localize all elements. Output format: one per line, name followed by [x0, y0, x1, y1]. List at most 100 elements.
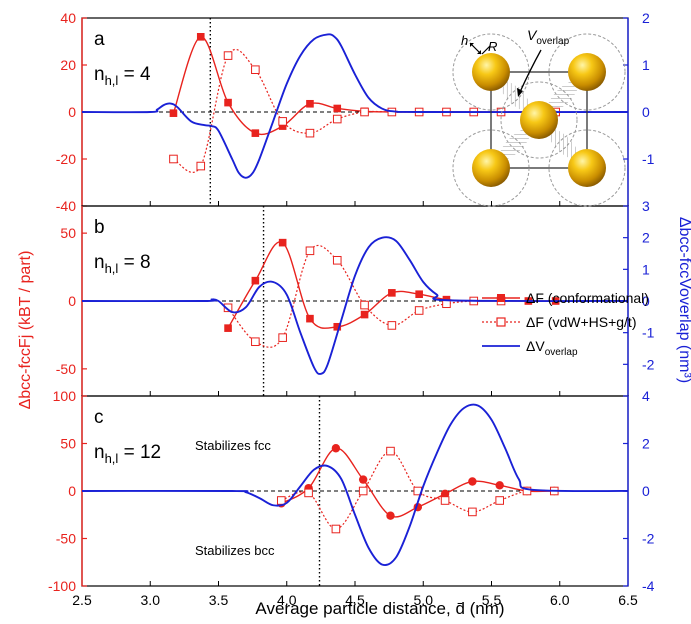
data-point — [169, 109, 178, 117]
data-point — [386, 511, 395, 520]
data-point — [306, 314, 314, 323]
right-y-axis-label: Δbcc-fccVoverlap (nm³) — [676, 217, 691, 383]
data-point-open — [468, 507, 477, 517]
data-point-open — [196, 161, 206, 171]
data-point — [333, 322, 342, 331]
left-y-tick-label: -50 — [56, 531, 76, 547]
data-point — [224, 98, 232, 107]
x-tick-label: 3.5 — [209, 592, 229, 608]
x-tick-label: 6.0 — [550, 592, 570, 608]
right-y-tick-label: 2 — [642, 436, 650, 452]
right-y-tick-label: -1 — [642, 151, 655, 167]
data-point — [495, 481, 504, 490]
right-y-tick-label: 0 — [642, 104, 650, 120]
data-point-open — [440, 496, 450, 505]
data-point — [331, 444, 341, 453]
right-y-tick-label: 1 — [642, 261, 650, 277]
shell-circle — [548, 33, 626, 111]
data-point — [278, 122, 287, 130]
gold-sphere — [472, 53, 510, 91]
panel-nhl-label: nh,l = 8 — [94, 252, 151, 276]
data-point-open — [360, 300, 369, 310]
right-y-tick-label: 3 — [642, 198, 650, 214]
x-tick-label: 4.5 — [345, 592, 365, 608]
legend-label-overlap: ΔVoverlap — [526, 338, 578, 358]
overlap-lens — [499, 80, 531, 112]
data-point — [306, 99, 314, 108]
x-tick-label: 3.0 — [141, 592, 161, 608]
data-point-open — [522, 486, 532, 496]
x-tick-labels: 2.5 3.0 3.5 4.0 4.5 5.0 5.5 6.0 6.5 — [72, 592, 638, 608]
data-point-open — [358, 486, 368, 496]
data-point-open — [276, 496, 286, 505]
overlap-lens — [547, 128, 579, 160]
x-tick-label: 5.5 — [482, 592, 502, 608]
data-point — [251, 129, 260, 137]
data-point — [358, 475, 368, 484]
vdw-curve — [227, 244, 502, 348]
right-y-tick-label: 2 — [642, 230, 650, 246]
legend-item-vdw: ΔF (vdW+HS+g/t) — [482, 314, 636, 330]
left-y-axis-label: Δbcc-fccFj (kBT / part) — [17, 251, 34, 410]
data-point-open — [414, 306, 424, 315]
data-point — [333, 104, 342, 113]
data-point-open — [305, 246, 315, 256]
h-arrowheads — [470, 43, 481, 54]
data-point-open — [251, 337, 260, 347]
right-y-tick-label: 4 — [642, 388, 650, 404]
gold-sphere — [472, 149, 510, 187]
left-y-tick-label: 100 — [53, 388, 77, 404]
left-y-tick-label: 20 — [60, 57, 76, 73]
right-y-tick-label: 0 — [642, 483, 650, 499]
data-point-open — [360, 107, 369, 117]
x-tick-label: 4.0 — [277, 592, 297, 608]
annotation-stabilizes-fcc: Stabilizes fcc — [195, 438, 271, 453]
right-y-tick-label: -4 — [642, 578, 655, 594]
left-y-tick-label: 0 — [68, 483, 76, 499]
left-y-tick-label: -100 — [48, 578, 76, 594]
left-y-tick-label: 50 — [60, 436, 76, 452]
left-y-tick-label: 40 — [60, 10, 76, 26]
legend-label-conformational: ΔF (conformational) — [526, 290, 649, 306]
data-point-open — [495, 496, 504, 505]
right-y-tick-label: -1 — [642, 325, 655, 341]
left-y-tick-label: -40 — [56, 198, 76, 214]
data-point-open — [386, 446, 395, 456]
overlap-arrowhead — [517, 88, 523, 97]
panel-letter: a — [94, 29, 105, 50]
left-y-tick-label: -50 — [56, 361, 76, 377]
panel-letter: c — [94, 407, 104, 428]
data-point — [251, 276, 260, 285]
gold-sphere — [568, 53, 606, 91]
overlap-curve — [81, 236, 629, 375]
data-point — [440, 489, 450, 499]
left-y-tick-label: 0 — [68, 104, 76, 120]
data-point — [415, 290, 423, 299]
panel-c: -100 -50 0 50 100 -4 -2 0 2 4 c nh,l = 12 Stabilizes… — [48, 388, 655, 594]
unit-cell-square — [490, 71, 588, 169]
overlap-curve — [81, 33, 629, 179]
right-y-tick-label: 2 — [642, 10, 650, 26]
right-y-tick-label: -2 — [642, 356, 655, 372]
annotation-stabilizes-bcc: Stabilizes bcc — [195, 543, 275, 558]
gold-sphere — [520, 101, 558, 139]
shell-circle — [500, 81, 578, 159]
legend-item-overlap: ΔVoverlap — [482, 338, 578, 358]
r-arrow — [481, 45, 491, 55]
data-point — [224, 324, 232, 332]
panel-nhl-label: nh,l = 4 — [94, 64, 151, 88]
data-point-open — [223, 51, 233, 60]
r-label: R — [488, 39, 497, 54]
overlap-arrow — [519, 49, 542, 93]
data-point-open — [332, 255, 342, 265]
conformational-curve — [227, 241, 556, 329]
gold-particles — [472, 53, 606, 187]
overlap-label: Voverlap — [527, 27, 570, 47]
left-y-tick-label: 50 — [60, 225, 76, 241]
data-point-open — [278, 117, 287, 126]
right-y-tick-label: 0 — [642, 293, 650, 309]
data-point — [278, 238, 287, 247]
gold-sphere — [568, 149, 606, 187]
data-point-open — [304, 488, 313, 498]
